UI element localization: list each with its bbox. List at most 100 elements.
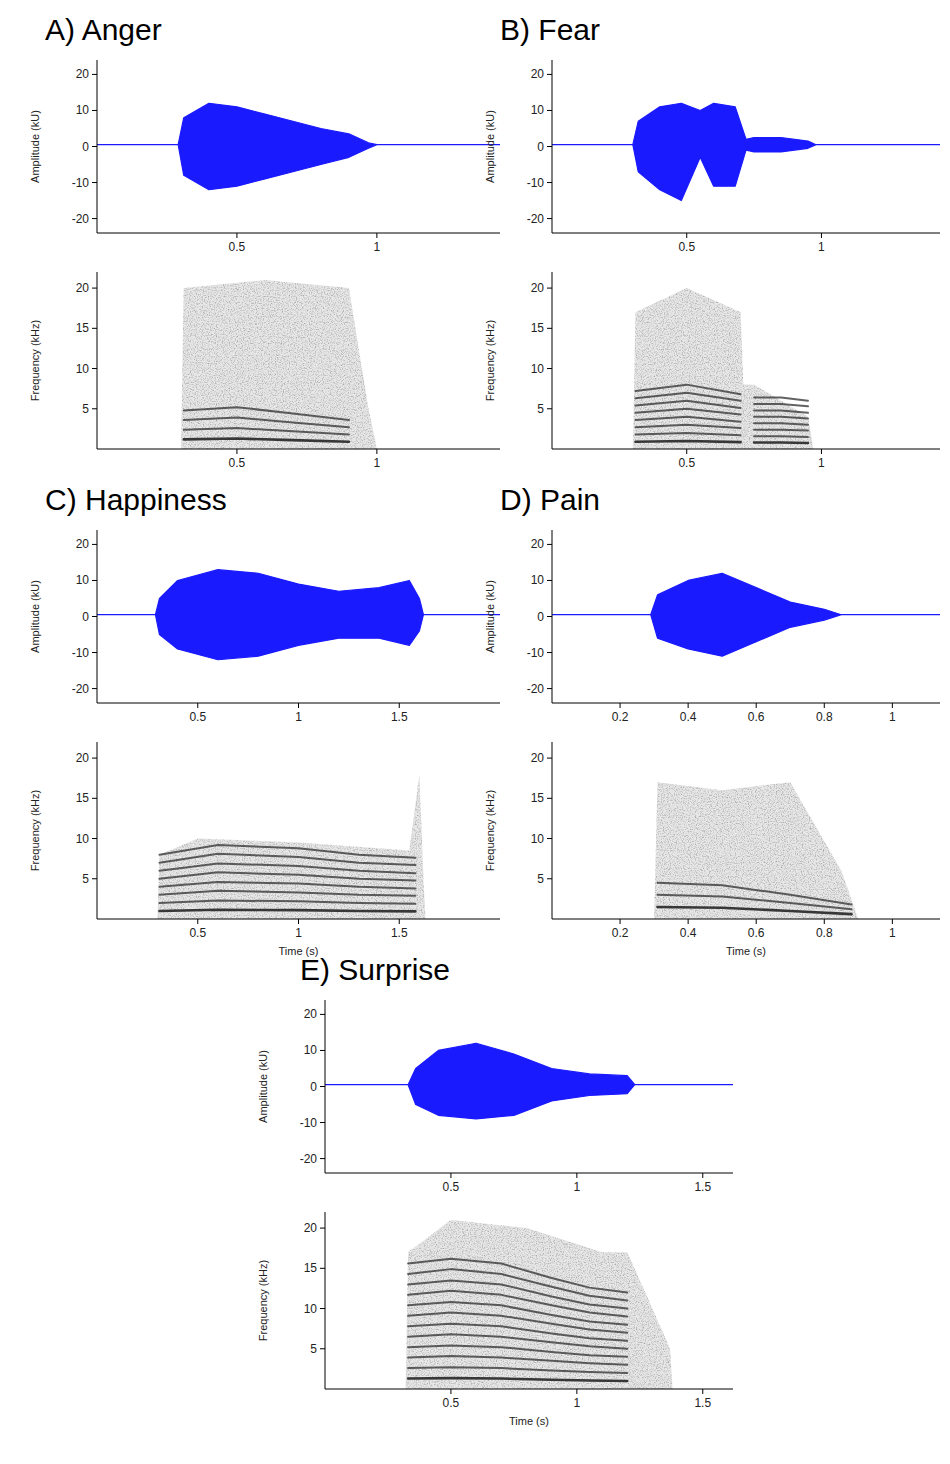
y-axis-title: Amplitude (kU) bbox=[29, 110, 41, 183]
x-tick-label: 0.4 bbox=[680, 926, 697, 940]
panel-area: -20-10010200.20.40.60.81Amplitude (kU)D)… bbox=[484, 483, 940, 724]
harmonic bbox=[408, 1269, 627, 1300]
x-tick bbox=[197, 919, 198, 924]
y-tick bbox=[547, 218, 552, 219]
panel-spectrogram: 51015200.20.40.60.81Frequency (kHz)Time … bbox=[484, 742, 940, 957]
x-tick-label: 1 bbox=[889, 926, 896, 940]
x-tick-label: 0.5 bbox=[229, 456, 246, 470]
y-tick-label: 15 bbox=[304, 1261, 318, 1275]
y-axis-title: Frequency (kHz) bbox=[484, 320, 496, 401]
y-tick bbox=[547, 652, 552, 653]
y-axis-title: Amplitude (kU) bbox=[484, 110, 496, 183]
y-tick bbox=[547, 182, 552, 183]
panel-spectrogram: 51015200.51Frequency (kHz) bbox=[484, 272, 940, 470]
noise-region bbox=[654, 782, 858, 919]
x-axis-title: Time (s) bbox=[509, 1415, 549, 1427]
y-tick-label: 10 bbox=[304, 1043, 318, 1057]
x-tick bbox=[824, 919, 825, 924]
x-tick bbox=[376, 233, 377, 238]
harmonic bbox=[408, 1334, 627, 1348]
y-tick bbox=[92, 182, 97, 183]
y-axis-title: Frequency (kHz) bbox=[29, 790, 41, 871]
y-tick-label: 10 bbox=[76, 103, 90, 117]
harmonic bbox=[184, 428, 349, 434]
harmonic bbox=[408, 1324, 627, 1341]
y-tick bbox=[92, 146, 97, 147]
y-tick bbox=[547, 798, 552, 799]
y-tick bbox=[547, 110, 552, 111]
y-tick bbox=[547, 688, 552, 689]
x-tick bbox=[236, 449, 237, 454]
x-axis-line bbox=[552, 919, 940, 920]
x-axis-line bbox=[97, 449, 500, 450]
x-tick-label: 0.6 bbox=[748, 926, 765, 940]
y-tick-label: 20 bbox=[531, 537, 545, 551]
panel-area: -20-10010200.51Amplitude (kU)A) Anger bbox=[29, 13, 500, 254]
x-tick bbox=[688, 703, 689, 708]
panel-title: B) Fear bbox=[500, 13, 600, 46]
y-tick-label: 10 bbox=[76, 573, 90, 587]
harmonic bbox=[636, 401, 808, 413]
waveform-envelope bbox=[325, 1043, 733, 1119]
x-tick-label: 1 bbox=[818, 456, 825, 470]
y-axis-title: Amplitude (kU) bbox=[484, 580, 496, 653]
x-tick-label: 0.5 bbox=[443, 1180, 460, 1194]
y-tick bbox=[320, 1348, 325, 1349]
y-tick-label: 20 bbox=[76, 281, 90, 295]
panel-area: -20-10010200.511.5Amplitude (kU)C) Happi… bbox=[29, 483, 500, 724]
y-tick-label: -20 bbox=[527, 682, 545, 696]
y-axis-line bbox=[97, 742, 98, 919]
x-tick-label: 1.5 bbox=[391, 710, 408, 724]
x-tick bbox=[620, 919, 621, 924]
y-axis-line bbox=[552, 742, 553, 919]
y-tick-label: 10 bbox=[76, 362, 90, 376]
x-tick-label: 1.5 bbox=[694, 1396, 711, 1410]
y-tick bbox=[547, 758, 552, 759]
y-axis-line bbox=[97, 272, 98, 449]
x-tick bbox=[824, 703, 825, 708]
x-tick-label: 0.5 bbox=[189, 926, 206, 940]
harmonic bbox=[159, 863, 415, 873]
x-tick-label: 1 bbox=[295, 926, 302, 940]
y-tick-label: 0 bbox=[82, 140, 89, 154]
y-tick bbox=[92, 580, 97, 581]
y-tick-label: 20 bbox=[531, 751, 545, 765]
harmonic bbox=[159, 882, 415, 888]
y-tick-label: 5 bbox=[82, 872, 89, 886]
x-tick-label: 1 bbox=[295, 710, 302, 724]
y-tick bbox=[92, 544, 97, 545]
harmonic bbox=[408, 1280, 627, 1308]
y-axis-title: Amplitude (kU) bbox=[257, 1050, 269, 1123]
x-tick-label: 0.5 bbox=[443, 1396, 460, 1410]
y-tick-label: 20 bbox=[531, 281, 545, 295]
harmonic bbox=[636, 393, 808, 407]
x-tick-label: 1 bbox=[374, 456, 381, 470]
y-tick bbox=[92, 798, 97, 799]
x-tick bbox=[756, 703, 757, 708]
y-tick-label: 5 bbox=[310, 1342, 317, 1356]
panel-area: -20-10010200.511.5Amplitude (kU)E) Surpr… bbox=[257, 953, 733, 1194]
plot-area bbox=[97, 570, 500, 660]
x-tick bbox=[576, 1389, 577, 1394]
harmonic bbox=[636, 433, 808, 437]
figure: -20-10010200.51Amplitude (kU)A) Anger510… bbox=[0, 0, 950, 1464]
x-axis-line bbox=[325, 1173, 733, 1174]
x-tick-label: 0.5 bbox=[678, 240, 695, 254]
x-tick bbox=[892, 703, 893, 708]
harmonic bbox=[408, 1367, 627, 1373]
y-tick bbox=[92, 688, 97, 689]
x-tick-label: 1.5 bbox=[391, 926, 408, 940]
y-tick-label: 20 bbox=[304, 1221, 318, 1235]
y-tick-label: -10 bbox=[72, 176, 90, 190]
harmonic bbox=[408, 1378, 627, 1381]
noise-region bbox=[181, 280, 377, 449]
y-axis-title: Amplitude (kU) bbox=[29, 580, 41, 653]
y-tick-label: -10 bbox=[300, 1116, 318, 1130]
y-tick bbox=[547, 328, 552, 329]
harmonic bbox=[159, 910, 415, 912]
harmonic bbox=[408, 1291, 627, 1317]
x-tick-label: 0.4 bbox=[680, 710, 697, 724]
x-tick-label: 0.5 bbox=[678, 456, 695, 470]
y-tick bbox=[92, 218, 97, 219]
y-tick-label: -20 bbox=[72, 682, 90, 696]
